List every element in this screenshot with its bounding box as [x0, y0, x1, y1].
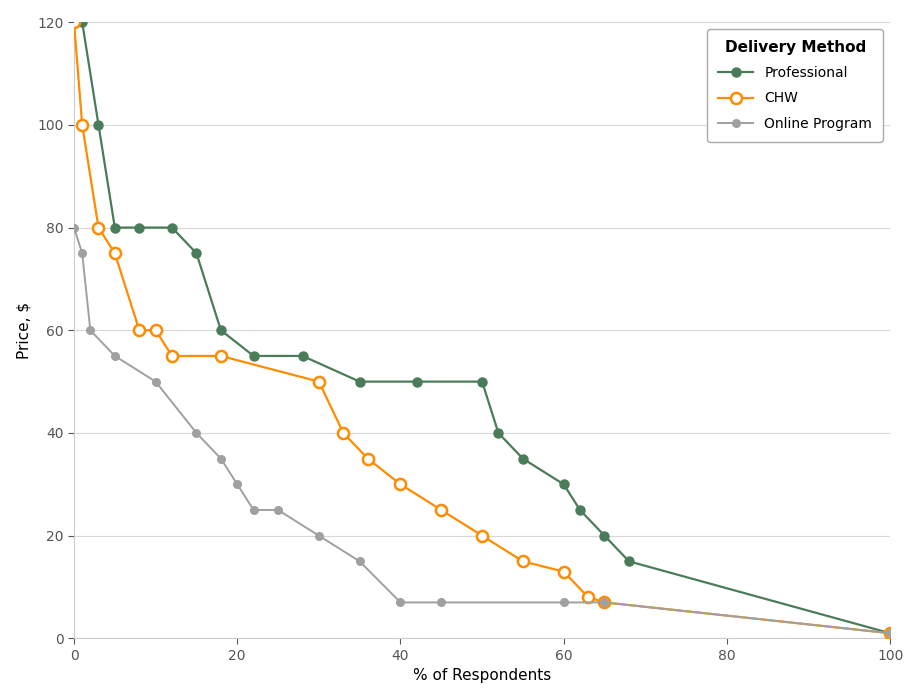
Legend: Professional, CHW, Online Program: Professional, CHW, Online Program	[707, 29, 882, 141]
Y-axis label: Price, $: Price, $	[17, 302, 31, 359]
X-axis label: % of Respondents: % of Respondents	[413, 668, 550, 683]
